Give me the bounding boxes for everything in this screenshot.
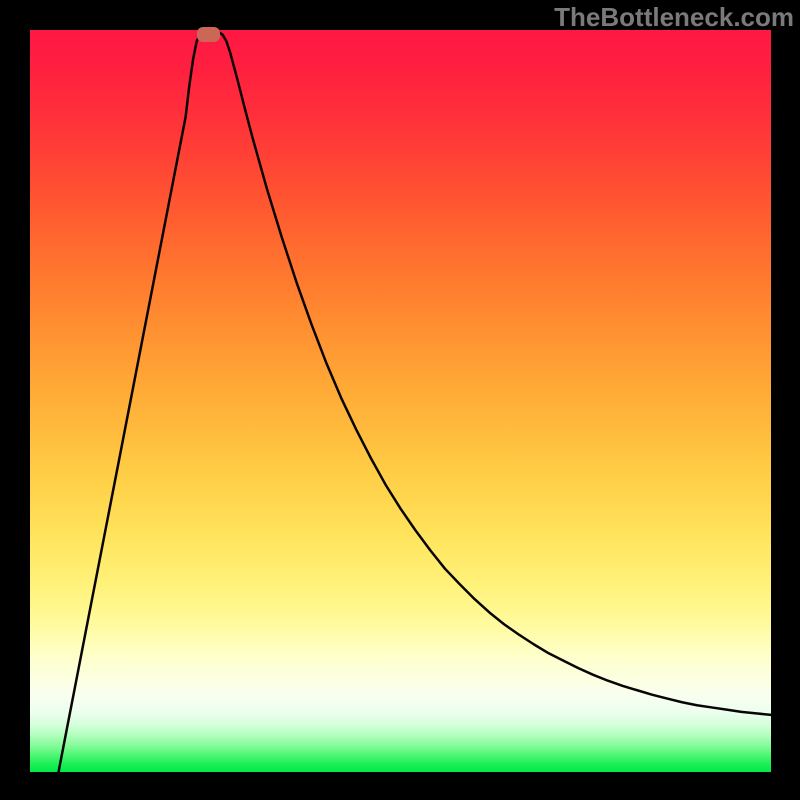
chart-canvas: TheBottleneck.com — [0, 0, 800, 800]
watermark-text: TheBottleneck.com — [554, 2, 794, 33]
gradient-background — [30, 30, 771, 772]
bottleneck-curve-plot — [30, 30, 771, 772]
optimal-point-marker — [197, 27, 220, 42]
